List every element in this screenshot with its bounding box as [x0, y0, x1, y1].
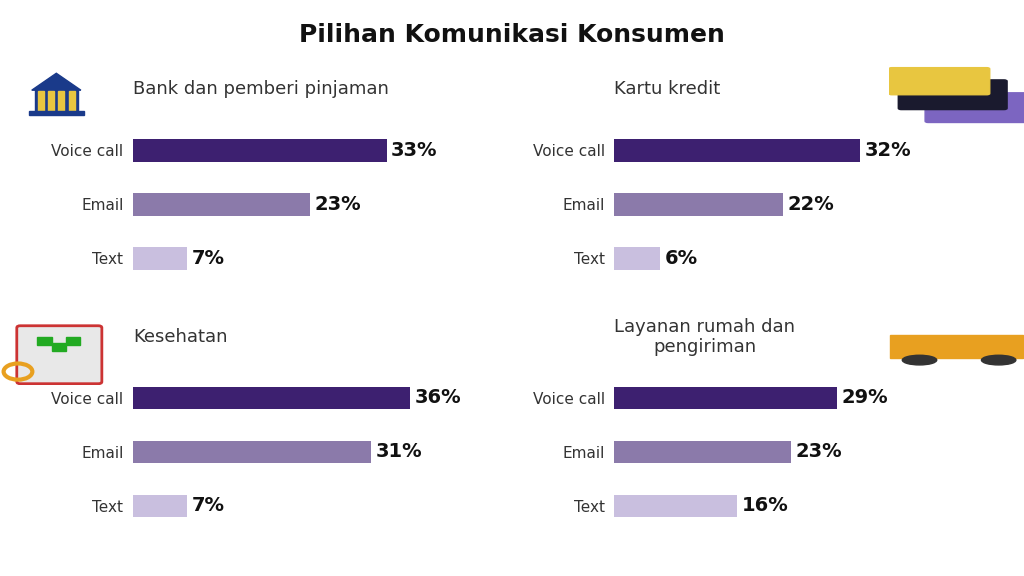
Text: 33%: 33%	[391, 141, 437, 160]
Polygon shape	[38, 91, 44, 111]
Polygon shape	[37, 336, 80, 351]
FancyBboxPatch shape	[889, 67, 990, 94]
Text: 31%: 31%	[376, 442, 423, 461]
Bar	[133, 441, 371, 463]
Text: 6%: 6%	[666, 249, 698, 268]
FancyBboxPatch shape	[898, 80, 1007, 109]
Text: 29%: 29%	[842, 388, 889, 407]
Text: 32%: 32%	[864, 141, 911, 160]
FancyBboxPatch shape	[925, 93, 1024, 123]
Bar	[614, 193, 783, 215]
Text: Layanan rumah dan
pengiriman: Layanan rumah dan pengiriman	[614, 317, 796, 357]
Bar	[133, 139, 387, 162]
Polygon shape	[890, 335, 1023, 358]
Polygon shape	[29, 111, 84, 115]
Bar	[133, 386, 410, 410]
Text: 23%: 23%	[314, 195, 361, 214]
Text: Kartu kredit: Kartu kredit	[614, 80, 721, 98]
Text: 22%: 22%	[788, 195, 835, 214]
Bar	[133, 193, 309, 215]
Bar	[614, 247, 660, 270]
Circle shape	[981, 355, 1016, 365]
Text: 16%: 16%	[741, 497, 788, 516]
Bar	[614, 495, 737, 517]
Text: Bank dan pemberi pinjaman: Bank dan pemberi pinjaman	[133, 80, 389, 98]
Text: 7%: 7%	[191, 249, 224, 268]
Bar	[614, 386, 838, 410]
Text: 36%: 36%	[414, 388, 461, 407]
Circle shape	[902, 355, 937, 365]
Polygon shape	[35, 89, 78, 112]
Polygon shape	[1023, 338, 1024, 358]
Text: Pilihan Komunikasi Konsumen: Pilihan Komunikasi Konsumen	[299, 23, 725, 47]
Text: 7%: 7%	[191, 497, 224, 516]
Bar	[133, 247, 186, 270]
Text: Kesehatan: Kesehatan	[133, 328, 227, 346]
FancyBboxPatch shape	[16, 326, 101, 384]
Polygon shape	[48, 91, 54, 111]
Polygon shape	[32, 73, 81, 90]
Polygon shape	[69, 91, 75, 111]
Text: 23%: 23%	[796, 442, 843, 461]
Bar	[614, 441, 791, 463]
Bar	[133, 495, 186, 517]
Bar	[614, 139, 860, 162]
Polygon shape	[58, 91, 65, 111]
